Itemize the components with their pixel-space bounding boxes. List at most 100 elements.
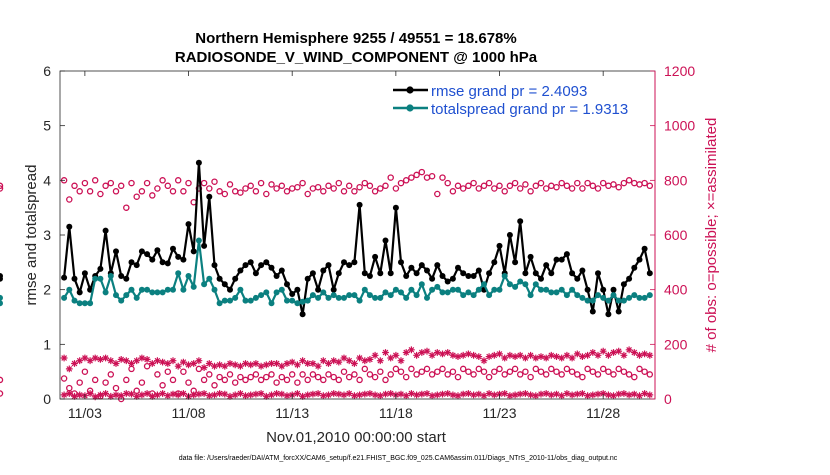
series-0-point [460,270,467,277]
obs-possible-point [402,373,410,381]
obs-assimilated-point [459,351,467,359]
obs-assimilated-point [480,357,488,365]
series-1-point [154,289,161,296]
series-1-point [501,273,508,279]
obs-possible-point [237,373,244,381]
obs-assimilated-point [641,350,648,358]
series-0-point [527,253,534,260]
series-1-point [460,292,467,299]
obs-possible-point [252,371,260,378]
series-0-point [330,286,337,293]
obs-assimilated-point [283,392,291,400]
series-1-point [138,286,145,293]
obs-possible-point [434,190,441,198]
obs-assimilated-point [418,390,426,398]
obs-possible-point [149,192,156,199]
obs-possible-point [164,182,172,190]
obs-possible-point [485,179,493,187]
obs-possible-point [112,188,120,195]
obs-assimilated-point [122,357,130,365]
obs-assimilated-point [97,356,104,363]
obs-assimilated-point [309,390,317,398]
obs-assimilated-point [610,349,617,356]
series-1-point [486,292,493,299]
series-0-point [636,256,643,263]
series-1-point [449,286,456,293]
series-1-point [470,292,477,299]
series-0-point [517,218,524,225]
obs-assimilated-point [532,354,540,362]
obs-possible-point [636,365,643,373]
series-1-point [465,289,472,296]
series-1-point [206,275,213,282]
obs-possible-point [200,179,208,187]
obs-assimilated-point [164,392,172,400]
series-0-point [522,270,529,277]
obs-possible-point [501,371,508,378]
obs-possible-point [553,183,560,191]
series-1-point [646,292,653,299]
obs-assimilated-point [465,390,472,397]
obs-assimilated-point [345,357,353,365]
obs-assimilated-point [159,358,166,366]
obs-assimilated-point [433,391,441,399]
obs-possible-point [340,368,348,375]
series-0-point [289,291,296,297]
series-0-point [455,264,461,271]
legend: rmse grand pr = 2.4093 totalspread grand… [388,78,646,120]
obs-assimilated-point [107,392,115,400]
obs-possible-point [299,179,306,187]
series-1-point [81,300,88,307]
series-1-point [346,292,353,299]
y-left-tick-label: 5 [43,118,51,134]
obs-assimilated-point [247,391,255,399]
obs-possible-point [107,371,115,378]
obs-assimilated-point [299,357,306,365]
series-1-point [424,294,430,301]
obs-assimilated-point [371,351,379,359]
series-1-point [190,283,197,290]
obs-assimilated-point [563,390,571,397]
obs-possible-point [491,368,498,375]
series-1-point [237,286,244,293]
series-1-point [0,300,3,307]
obs-possible-point [454,182,462,190]
obs-possible-point [423,365,431,373]
series-0-point [382,237,389,244]
series-1-point [455,286,461,293]
obs-possible-point [428,371,436,378]
obs-possible-point [496,182,503,190]
obs-possible-point [345,182,353,190]
obs-possible-point [625,177,633,184]
obs-assimilated-point [641,390,648,397]
obs-assimilated-point [371,391,379,399]
series-0-point [211,262,218,269]
obs-possible-point [283,376,291,384]
series-0-point [641,245,648,252]
obs-assimilated-point [465,350,472,358]
series-1-point [170,286,176,293]
series-0-point [424,267,430,274]
obs-assimilated-point [470,351,477,359]
obs-assimilated-point [527,351,534,359]
series-0-point [439,273,446,279]
obs-possible-point [625,371,633,378]
obs-assimilated-point [268,391,275,399]
series-0-point [102,227,109,234]
obs-assimilated-point [361,357,369,365]
series-0-point [263,259,270,266]
obs-assimilated-point [387,390,395,397]
obs-possible-point [470,179,477,187]
series-1-point [133,294,140,301]
series-0-point [377,270,384,277]
obs-assimilated-point [133,357,141,365]
obs-assimilated-point [102,354,109,362]
obs-assimilated-point [314,390,322,397]
obs-possible-point [501,188,508,195]
series-1-point [289,297,296,304]
obs-assimilated-point [128,360,135,367]
y-right-tick-label: 0 [664,391,672,407]
obs-assimilated-point [304,391,312,399]
obs-possible-point [496,365,503,373]
series-0-point [0,275,3,282]
